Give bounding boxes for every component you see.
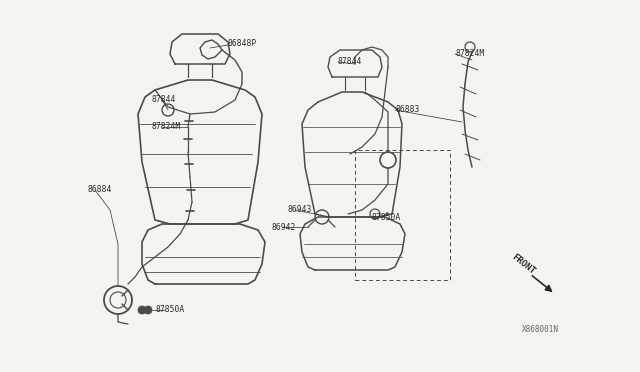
Text: 87844: 87844 <box>152 96 177 105</box>
Text: X868001N: X868001N <box>522 326 559 334</box>
Text: 86848P: 86848P <box>228 39 257 48</box>
Text: 87850A: 87850A <box>372 212 401 221</box>
Text: 86943: 86943 <box>288 205 312 215</box>
Text: 87850A: 87850A <box>155 305 184 314</box>
Text: 87824M: 87824M <box>455 49 484 58</box>
Text: 86883: 86883 <box>395 106 419 115</box>
Circle shape <box>144 306 152 314</box>
Text: 86942: 86942 <box>272 222 296 231</box>
Text: 86884: 86884 <box>88 186 113 195</box>
Text: FRONT: FRONT <box>510 252 537 276</box>
Circle shape <box>138 306 146 314</box>
Text: 87844: 87844 <box>338 58 362 67</box>
Text: 87824M: 87824M <box>152 122 181 131</box>
Bar <box>355 150 450 280</box>
